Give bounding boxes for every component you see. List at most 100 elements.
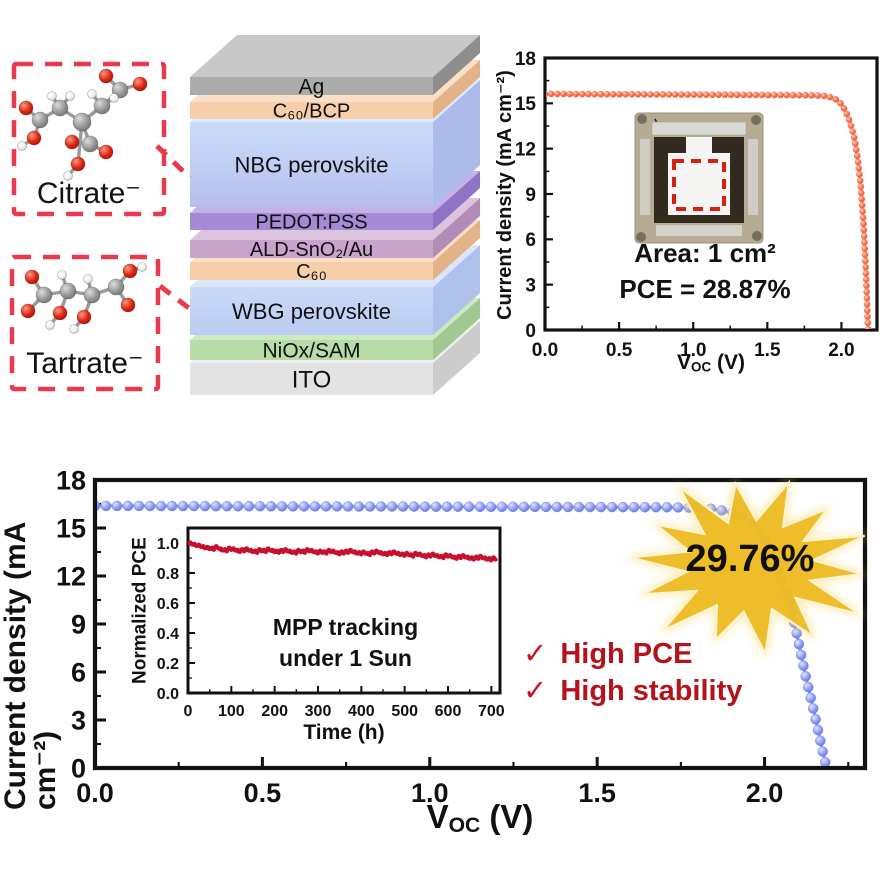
mpp-scatter	[187, 540, 498, 563]
citrate-label: Citrate⁻	[36, 177, 142, 210]
active-area-dashed-outline	[672, 159, 726, 211]
oxygen-atom	[24, 269, 40, 285]
carbon-atom	[72, 112, 92, 132]
stack-layer-label: NiOx/SAM	[262, 340, 360, 363]
x-tick-label: 0.5	[606, 340, 633, 361]
mpp-inset-x-axis-title: Time (h)	[303, 721, 385, 744]
voc-unit: (V)	[711, 351, 745, 374]
tartrate-box	[9, 254, 161, 392]
y-tick-label: 0.0	[157, 686, 179, 703]
citrate-box	[11, 61, 167, 217]
x-tick-label: 600	[435, 703, 462, 720]
oxygen-atom	[52, 305, 68, 321]
oxygen-atom	[120, 297, 136, 313]
jv-small-axes: 0.0 0.5 1.0 1.5 2.0 0 3 6 9 12 15 18	[515, 49, 879, 361]
hydrogen-atom	[137, 262, 147, 272]
oxygen-atom	[20, 303, 36, 319]
jv-large-axes: 0.0 0.5 1.0 1.5 2.0 0 3 6 9 12 15 18	[56, 466, 868, 808]
jv-small-y-axis-title: Current density (mA cm⁻²)	[494, 70, 516, 320]
oxygen-atom	[122, 263, 138, 279]
y-tick-label: 6	[525, 230, 536, 251]
x-tick-label: 0.0	[532, 340, 558, 361]
oxygen-atom	[18, 100, 34, 116]
hydrogen-atom	[87, 89, 97, 99]
oxygen-atom	[132, 76, 148, 92]
jv-small-curve	[546, 90, 872, 329]
hydrogen-atom	[17, 141, 27, 151]
y-tick-label: 0.4	[157, 626, 179, 643]
jv-large-y-axis-title: Current density (mA cm⁻²)	[0, 522, 62, 810]
x-tick-label: 1.0	[411, 778, 449, 808]
star-pce-value: 29.76%	[685, 538, 815, 580]
oxygen-atom	[70, 156, 86, 172]
stack-layer-label: PEDOT:PSS	[255, 212, 367, 234]
mpp-note-line2: under 1 Sun	[279, 645, 412, 672]
voc-subscript-large: OC	[448, 813, 481, 837]
stack-layer-label: WBG perovskite	[232, 299, 391, 324]
tartrate-label: Tartrate⁻	[26, 347, 144, 380]
x-tick-label: 0.5	[244, 778, 282, 808]
mpp-inset-y-axis-title: Normalized PCE	[129, 537, 151, 684]
x-tick-label: 0.0	[76, 778, 114, 808]
oxygen-atom	[76, 309, 92, 325]
stack-layer-label: NBG perovskite	[234, 152, 388, 177]
jv-chart-large-canvas: 0.0 0.5 1.0 1.5 2.0 0 3 6 9 12 15 18 0 100 200 300 400 50…	[56, 466, 873, 808]
pce-starburst	[622, 476, 873, 660]
carbon-atom	[107, 278, 125, 296]
y-tick-label: 12	[515, 140, 536, 161]
hydrogen-atom	[83, 274, 93, 284]
mpp-note-line1: MPP tracking	[272, 614, 419, 640]
x-tick-label: 2.0	[828, 340, 854, 361]
device-photo-inset	[634, 112, 764, 244]
stack-layer: NBG perovskite	[190, 80, 480, 207]
x-tick-label: 400	[348, 703, 375, 720]
y-tick-label: 18	[515, 49, 536, 70]
x-tick-label: 0	[184, 703, 193, 720]
check-icon: ✓	[523, 675, 548, 707]
oxygen-atom	[98, 144, 114, 160]
x-tick-label: 200	[261, 703, 288, 720]
carbon-atom	[93, 97, 111, 115]
y-tick-label: 0.2	[157, 656, 179, 673]
jv-small-x-axis-title: VOC (V)	[545, 351, 877, 375]
y-tick-label: 9	[525, 185, 536, 206]
x-tick-label: 100	[218, 703, 245, 720]
pce-annotation: PCE = 28.87%	[619, 274, 791, 304]
y-tick-label: 0	[525, 321, 536, 342]
stack-layer: Ag	[190, 35, 480, 99]
oxygen-atom	[26, 130, 42, 146]
stack-layer-label: ALD-SnO₂/Au	[250, 239, 373, 261]
x-tick-label: 1.5	[578, 778, 616, 808]
y-tick-label: 0	[71, 754, 86, 784]
mpp-inset-axes: 0 100 200 300 400 500 600 700 0.0 0.2 0.4 0.6 0.8 1.0	[157, 526, 505, 720]
hydrogen-atom	[69, 324, 79, 334]
claim-high-pce-label: High PCE	[560, 638, 693, 670]
y-tick-label: 3	[71, 706, 86, 736]
y-tick-label: 6	[71, 658, 86, 688]
y-tick-label: 15	[515, 94, 537, 115]
hydrogen-atom	[47, 91, 57, 101]
jv-large-x-axis-title: VOC (V)	[95, 799, 865, 837]
carbon-atom	[35, 286, 53, 304]
voc-main: V	[677, 351, 692, 374]
x-tick-label: 2.0	[746, 778, 784, 808]
voc-subscript: OC	[691, 359, 712, 375]
stack-layer-label: C₆₀/BCP	[273, 101, 351, 123]
carbon-atom	[81, 135, 99, 153]
hydrogen-atom	[63, 171, 73, 181]
hydrogen-atom	[57, 270, 67, 280]
x-tick-label: 1.0	[680, 340, 706, 361]
x-tick-label: 500	[391, 703, 418, 720]
claim-high-pce: ✓ High PCE	[523, 636, 692, 671]
jv-chart-small-canvas: 0.0 0.5 1.0 1.5 2.0 0 3 6 9 12 15 18	[515, 49, 879, 361]
carbon-atom	[59, 282, 77, 300]
hydrogen-atom	[109, 93, 119, 103]
y-tick-label: 9	[71, 610, 86, 640]
x-tick-label: 700	[478, 703, 505, 720]
y-tick-label: 12	[56, 562, 86, 592]
x-tick-label: 1.5	[754, 340, 781, 361]
citrate-molecule	[17, 68, 148, 181]
